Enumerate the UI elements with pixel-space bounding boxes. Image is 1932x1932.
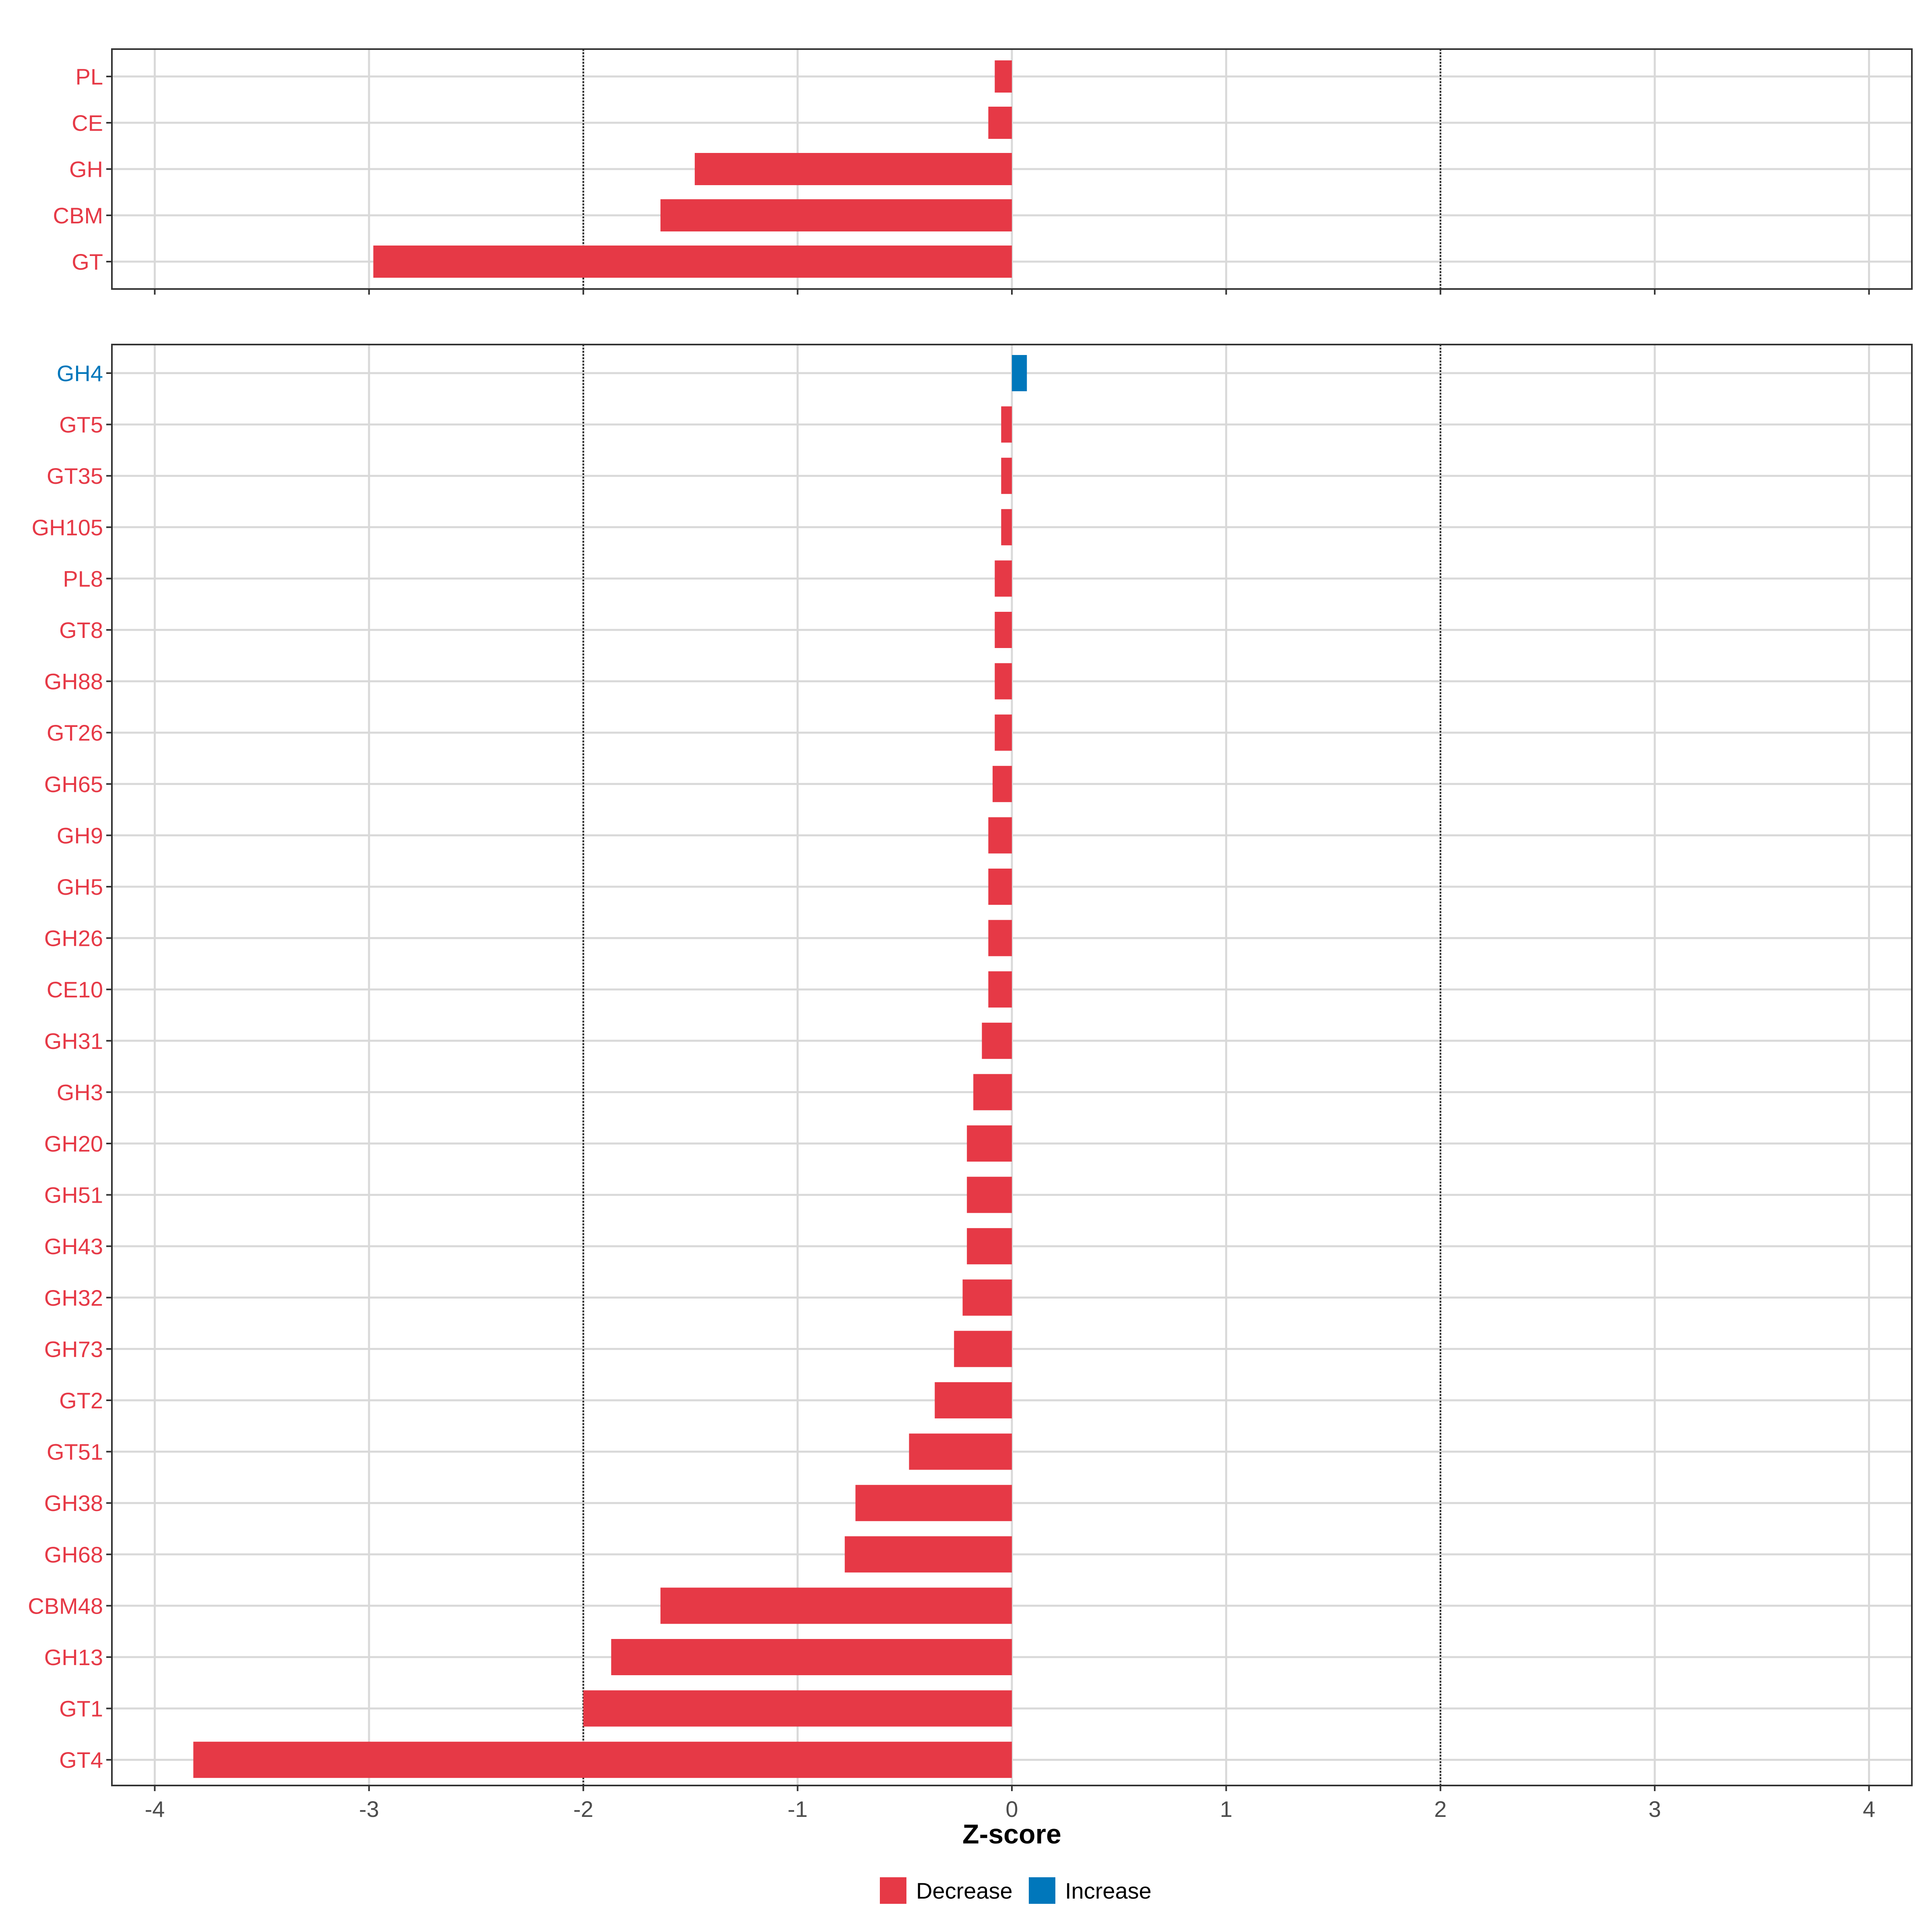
category-label: GT4 bbox=[59, 1747, 103, 1773]
bar bbox=[844, 1536, 1012, 1573]
top-panel: PL CE GH CBM GT bbox=[53, 48, 1913, 295]
category-label: GT5 bbox=[59, 412, 103, 438]
bar bbox=[988, 869, 1012, 905]
bar bbox=[855, 1485, 1012, 1521]
bar bbox=[982, 1022, 1012, 1059]
bar bbox=[193, 1742, 1012, 1778]
category-label: GH26 bbox=[44, 926, 103, 951]
x-axis-title: Z-score bbox=[962, 1819, 1061, 1849]
bar bbox=[611, 1639, 1012, 1675]
x-tick-label: -3 bbox=[359, 1796, 379, 1822]
x-tick-label: 3 bbox=[1649, 1796, 1661, 1822]
bar bbox=[583, 1690, 1012, 1727]
category-label: GH32 bbox=[44, 1285, 103, 1311]
category-label: GH65 bbox=[44, 772, 103, 797]
category-label: GH9 bbox=[57, 823, 103, 848]
category-label: GT8 bbox=[59, 617, 103, 643]
x-tick-label: -1 bbox=[788, 1796, 808, 1822]
legend-swatch-decrease bbox=[880, 1877, 906, 1904]
category-label: GH bbox=[69, 157, 103, 182]
bar bbox=[1001, 509, 1012, 545]
category-label: GT1 bbox=[59, 1696, 103, 1721]
x-tick-label: 2 bbox=[1434, 1796, 1447, 1822]
category-label: CE10 bbox=[47, 977, 103, 1002]
bar bbox=[995, 714, 1012, 751]
bar bbox=[1001, 406, 1012, 443]
category-label: GH68 bbox=[44, 1542, 103, 1567]
category-label: GH31 bbox=[44, 1028, 103, 1054]
category-label: CBM bbox=[53, 203, 103, 228]
category-label: GH13 bbox=[44, 1645, 103, 1670]
category-label: GH3 bbox=[57, 1080, 103, 1105]
category-label: GH43 bbox=[44, 1234, 103, 1259]
x-tick-label: -2 bbox=[573, 1796, 593, 1822]
category-label: GT35 bbox=[47, 463, 103, 489]
legend-label-increase: Increase bbox=[1065, 1878, 1152, 1903]
bar bbox=[660, 1587, 1012, 1624]
bar bbox=[967, 1228, 1012, 1265]
category-label: GT2 bbox=[59, 1388, 103, 1413]
x-tick-label: 4 bbox=[1863, 1796, 1875, 1822]
x-tick-label: 1 bbox=[1220, 1796, 1232, 1822]
bottom-panel: GH4 GT5 GT35 GH105 PL8 GT8 GH88 GT26 GH65 GH9 GH5 G… bbox=[28, 344, 1913, 1791]
bar bbox=[373, 246, 1012, 278]
bar bbox=[988, 817, 1012, 854]
x-tick-label: 0 bbox=[1005, 1796, 1018, 1822]
category-label: PL8 bbox=[63, 566, 103, 591]
category-label: GH51 bbox=[44, 1183, 103, 1208]
bar bbox=[973, 1074, 1012, 1110]
category-label: GH4 bbox=[57, 361, 103, 386]
bar bbox=[988, 920, 1012, 956]
bar bbox=[954, 1331, 1012, 1367]
category-label: GT bbox=[72, 249, 103, 275]
category-label: CBM48 bbox=[28, 1593, 103, 1618]
x-tick-label: -4 bbox=[145, 1796, 165, 1822]
bar bbox=[909, 1433, 1012, 1470]
category-label: GT51 bbox=[47, 1439, 103, 1465]
bar bbox=[935, 1382, 1012, 1418]
legend-swatch-increase bbox=[1029, 1877, 1055, 1904]
category-label: GH20 bbox=[44, 1131, 103, 1156]
bar bbox=[995, 560, 1012, 597]
legend: Decrease Increase bbox=[880, 1877, 1152, 1904]
bar bbox=[995, 663, 1012, 700]
category-label: GH73 bbox=[44, 1336, 103, 1362]
legend-label-decrease: Decrease bbox=[916, 1878, 1013, 1903]
category-label: GH5 bbox=[57, 874, 103, 900]
bar bbox=[993, 766, 1012, 802]
bar bbox=[962, 1279, 1012, 1316]
bar bbox=[695, 153, 1012, 185]
bar bbox=[660, 199, 1012, 231]
category-label: GH88 bbox=[44, 669, 103, 694]
bar bbox=[1001, 458, 1012, 494]
category-label: GT26 bbox=[47, 720, 103, 745]
category-label: GH105 bbox=[32, 515, 103, 540]
bar bbox=[988, 107, 1012, 139]
category-label: PL bbox=[76, 64, 103, 89]
bar bbox=[995, 612, 1012, 648]
category-label: GH38 bbox=[44, 1490, 103, 1516]
bar bbox=[995, 60, 1012, 93]
bar bbox=[967, 1125, 1012, 1162]
bar bbox=[967, 1177, 1012, 1213]
bar bbox=[988, 971, 1012, 1008]
category-label: CE bbox=[72, 110, 103, 136]
x-axis: -4 -3 -2 -1 0 1 2 3 4 bbox=[145, 1796, 1876, 1822]
bar bbox=[1012, 355, 1027, 391]
